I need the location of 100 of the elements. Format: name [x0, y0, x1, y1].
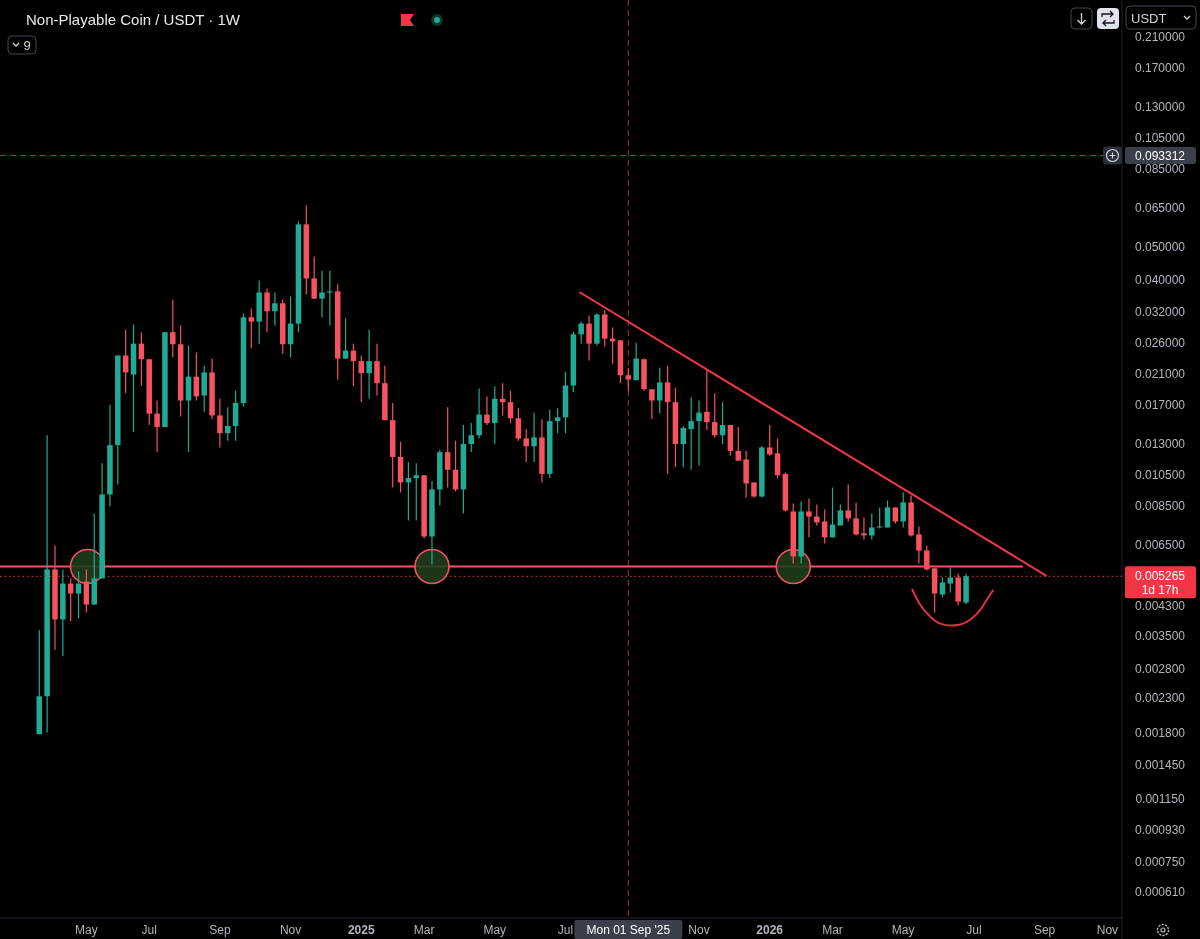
x-tick-label: 2026	[756, 923, 784, 937]
x-tick-label: Nov	[688, 923, 710, 937]
candlestick	[735, 426, 742, 462]
annotation: 9	[23, 38, 31, 53]
y-tick-label: 0.010500	[1134, 468, 1186, 483]
y-tick-label: 0.017000	[1134, 397, 1186, 412]
y-tick-label: 0.013000	[1134, 437, 1186, 452]
candlestick	[327, 270, 333, 327]
candlestick	[217, 398, 223, 449]
candlestick	[170, 298, 176, 358]
x-tick-label: Nov	[279, 923, 302, 937]
candlestick	[515, 407, 522, 442]
y-tick-label: 0.210000	[1134, 29, 1186, 44]
candlestick	[185, 344, 192, 453]
ref-line-label: 0.093312	[1134, 148, 1186, 163]
candlestick	[342, 317, 349, 360]
y-tick-label: 0.085000	[1134, 162, 1186, 177]
candlestick	[154, 399, 160, 453]
candlestick	[586, 314, 592, 362]
y-tick-label: 0.001800	[1134, 726, 1186, 741]
y-tick-label: 0.040000	[1134, 272, 1186, 287]
y-tick-label: 0.170000	[1134, 60, 1186, 75]
text: Non-Playable Coin / USDT · 1W	[26, 11, 241, 28]
y-tick-label: 0.026000	[1134, 335, 1186, 350]
y-tick-label: 0.000930	[1134, 823, 1186, 838]
x-tick-label: 2025	[347, 923, 375, 937]
candlestick	[264, 287, 270, 333]
candlestick	[916, 525, 922, 565]
candlestick	[523, 428, 529, 463]
x-tick-label: Sep	[1033, 923, 1056, 937]
candlestick	[122, 329, 129, 394]
y-tick-label: 0.050000	[1134, 239, 1186, 254]
candlestick	[366, 329, 372, 400]
candlestick	[476, 387, 482, 440]
x-tick-label: Nov	[1096, 923, 1119, 937]
x-tick-label: Jul	[557, 923, 574, 937]
candlestick	[939, 576, 946, 598]
y-tick-label: 0.000610	[1134, 884, 1186, 899]
candlestick	[358, 354, 365, 403]
candlestick	[444, 406, 451, 489]
x-tick-label: Mar	[413, 923, 435, 937]
candlestick	[374, 343, 380, 397]
candlestick	[507, 390, 514, 424]
candlestick	[656, 367, 663, 415]
candlestick	[225, 406, 231, 442]
candlestick	[861, 516, 867, 541]
candlestick	[680, 425, 687, 468]
candlestick	[711, 392, 718, 439]
y-tick-label: 0.001150	[1135, 791, 1185, 806]
y-tick-label: 0.032000	[1134, 305, 1186, 320]
x-tick-label: May	[483, 923, 507, 937]
y-tick-label: 0.001450	[1134, 758, 1186, 773]
candlestick	[578, 321, 584, 345]
y-tick-label: 0.003500	[1134, 629, 1186, 644]
text: USDT	[1131, 11, 1167, 26]
candlestick	[814, 503, 820, 527]
candlestick	[947, 566, 954, 594]
x-tick-label: Jul	[966, 923, 982, 937]
y-tick-label: 0.021000	[1134, 366, 1186, 381]
x-tick-label: May	[891, 923, 915, 937]
y-tick-label: 0.065000	[1134, 201, 1186, 216]
candlestick	[633, 341, 639, 381]
x-tick-label: Mar	[822, 923, 843, 937]
candlestick	[248, 307, 255, 349]
candlestick	[766, 424, 773, 457]
candlestick	[75, 570, 82, 619]
candlestick	[688, 396, 694, 471]
candlestick	[876, 506, 883, 530]
candlestick	[664, 365, 671, 475]
y-tick-label: 0.004300	[1134, 598, 1186, 613]
candlestick	[311, 255, 317, 300]
candlestick	[413, 462, 420, 522]
candlestick	[869, 512, 875, 541]
ref-line-label: Mon 01 Sep '25	[586, 923, 671, 937]
x-tick-label: May	[75, 923, 98, 937]
candlestick	[900, 491, 906, 529]
candlestick	[774, 437, 781, 479]
candlestick	[67, 577, 74, 622]
candlestick	[531, 412, 537, 463]
y-tick-label: 0.006500	[1134, 538, 1186, 553]
ref-line-label: 0.005265	[1134, 569, 1186, 584]
candlestick	[468, 422, 474, 453]
candlestick	[554, 407, 561, 434]
candlestick	[845, 483, 851, 523]
y-tick-label: 0.002800	[1134, 661, 1186, 676]
candlestick	[704, 369, 710, 431]
candlestick	[884, 499, 891, 529]
candlestick	[806, 497, 812, 538]
y-tick-label: 0.008500	[1134, 499, 1186, 514]
text: 1d 17h	[1141, 583, 1179, 598]
candlestick	[272, 291, 278, 327]
candlestick	[201, 365, 207, 413]
y-tick-label: 0.105000	[1134, 131, 1186, 146]
x-tick-label: Sep	[209, 923, 231, 937]
candlestick	[649, 388, 655, 420]
y-tick-label: 0.130000	[1134, 99, 1186, 114]
x-tick-label: Jul	[141, 923, 157, 937]
candlestick	[232, 390, 239, 442]
candlestick	[484, 395, 490, 426]
candlestick	[319, 270, 325, 318]
